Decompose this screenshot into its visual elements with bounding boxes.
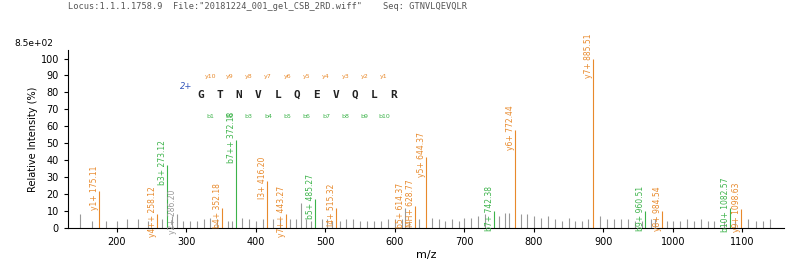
Text: y6: y6 [284, 73, 291, 78]
Text: b7: b7 [322, 114, 330, 119]
Text: Locus:1.1.1.1758.9  File:"20181224_001_gel_CSB_2RD.wiff"    Seq: GTNVLQEVQLR: Locus:1.1.1.1758.9 File:"20181224_001_ge… [68, 2, 467, 11]
Text: b3: b3 [245, 114, 253, 119]
Text: T: T [217, 90, 223, 100]
Text: 8.5e+02: 8.5e+02 [14, 39, 53, 48]
Text: b10+ 1082.57: b10+ 1082.57 [721, 178, 730, 232]
Text: b4+ 352.18: b4+ 352.18 [214, 183, 222, 227]
Text: N: N [236, 90, 242, 100]
Text: Q: Q [352, 90, 358, 100]
Text: G: G [197, 90, 204, 100]
Text: y9+ 1098.63: y9+ 1098.63 [732, 182, 742, 232]
Text: b9+ 960.51: b9+ 960.51 [636, 186, 646, 231]
Text: b5+ 485.27: b5+ 485.27 [306, 174, 315, 219]
Text: y7: y7 [264, 73, 272, 78]
Text: V: V [255, 90, 262, 100]
Text: l4+ 515.32: l4+ 515.32 [327, 184, 336, 226]
Text: y7++ 443.27: y7++ 443.27 [277, 186, 286, 237]
Text: y1+ 175.11: y1+ 175.11 [90, 166, 99, 210]
Text: b7+ 742.38: b7+ 742.38 [485, 186, 494, 231]
Text: 2+: 2+ [179, 82, 192, 91]
Text: MH+ 628.77: MH+ 628.77 [406, 180, 414, 227]
Text: b3+ 273.12: b3+ 273.12 [158, 140, 167, 185]
Text: y1: y1 [380, 73, 388, 78]
Text: y3: y3 [342, 73, 350, 78]
Text: y5+ 644.37: y5+ 644.37 [417, 132, 426, 177]
Text: V: V [333, 90, 339, 100]
Text: L: L [274, 90, 281, 100]
Text: y6+ 772.44: y6+ 772.44 [506, 105, 514, 150]
Text: y4++ 258.12: y4++ 258.12 [148, 187, 157, 237]
Text: y2: y2 [361, 73, 369, 78]
X-axis label: m/z: m/z [416, 250, 436, 260]
Text: R: R [390, 90, 397, 100]
Text: y8: y8 [245, 73, 253, 78]
Text: y9: y9 [226, 73, 234, 78]
Text: Q: Q [294, 90, 301, 100]
Text: b9: b9 [361, 114, 369, 119]
Text: y4: y4 [322, 73, 330, 78]
Text: y7+ 885.51: y7+ 885.51 [584, 34, 593, 78]
Text: E: E [313, 90, 320, 100]
Text: b4: b4 [264, 114, 272, 119]
Y-axis label: Relative Intensity (%): Relative Intensity (%) [28, 86, 38, 192]
Text: b7++ 372.18: b7++ 372.18 [227, 112, 236, 163]
Text: y10: y10 [204, 73, 216, 78]
Text: y8+ 984.54: y8+ 984.54 [653, 186, 662, 231]
Text: y5: y5 [303, 73, 310, 78]
Text: L: L [371, 90, 378, 100]
Text: b5+ 614.37: b5+ 614.37 [396, 183, 405, 228]
Text: y2+ 286.20: y2+ 286.20 [167, 190, 177, 234]
Text: b8: b8 [342, 114, 350, 119]
Text: b6: b6 [303, 114, 310, 119]
Text: b10: b10 [378, 114, 390, 119]
Text: b5: b5 [283, 114, 291, 119]
Text: b1: b1 [206, 114, 214, 119]
Text: l3+ 416.20: l3+ 416.20 [258, 157, 267, 199]
Text: b2: b2 [226, 114, 234, 119]
